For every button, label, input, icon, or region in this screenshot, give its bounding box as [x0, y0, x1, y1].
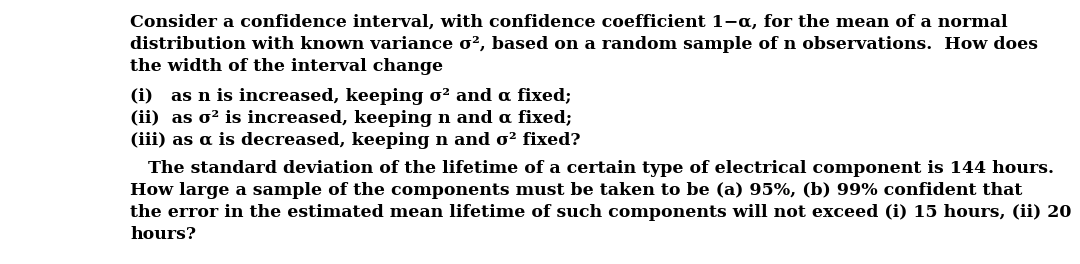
Text: distribution with known variance σ², based on a random sample of n observations.: distribution with known variance σ², bas…	[130, 36, 1038, 53]
Text: How large a sample of the components must be taken to be (a) 95%, (b) 99% confid: How large a sample of the components mus…	[130, 182, 1023, 199]
Text: The standard deviation of the lifetime of a certain type of electrical component: The standard deviation of the lifetime o…	[130, 160, 1054, 177]
Text: the error in the estimated mean lifetime of such components will not exceed (i) : the error in the estimated mean lifetime…	[130, 204, 1071, 221]
Text: hours?: hours?	[130, 226, 195, 243]
Text: (i)   as n is increased, keeping σ² and α fixed;: (i) as n is increased, keeping σ² and α …	[130, 88, 571, 105]
Text: the width of the interval change: the width of the interval change	[130, 58, 443, 75]
Text: Consider a confidence interval, with confidence coefficient 1−α, for the mean of: Consider a confidence interval, with con…	[130, 14, 1008, 31]
Text: (ii)  as σ² is increased, keeping n and α fixed;: (ii) as σ² is increased, keeping n and α…	[130, 110, 572, 127]
Text: (iii) as α is decreased, keeping n and σ² fixed?: (iii) as α is decreased, keeping n and σ…	[130, 132, 581, 149]
